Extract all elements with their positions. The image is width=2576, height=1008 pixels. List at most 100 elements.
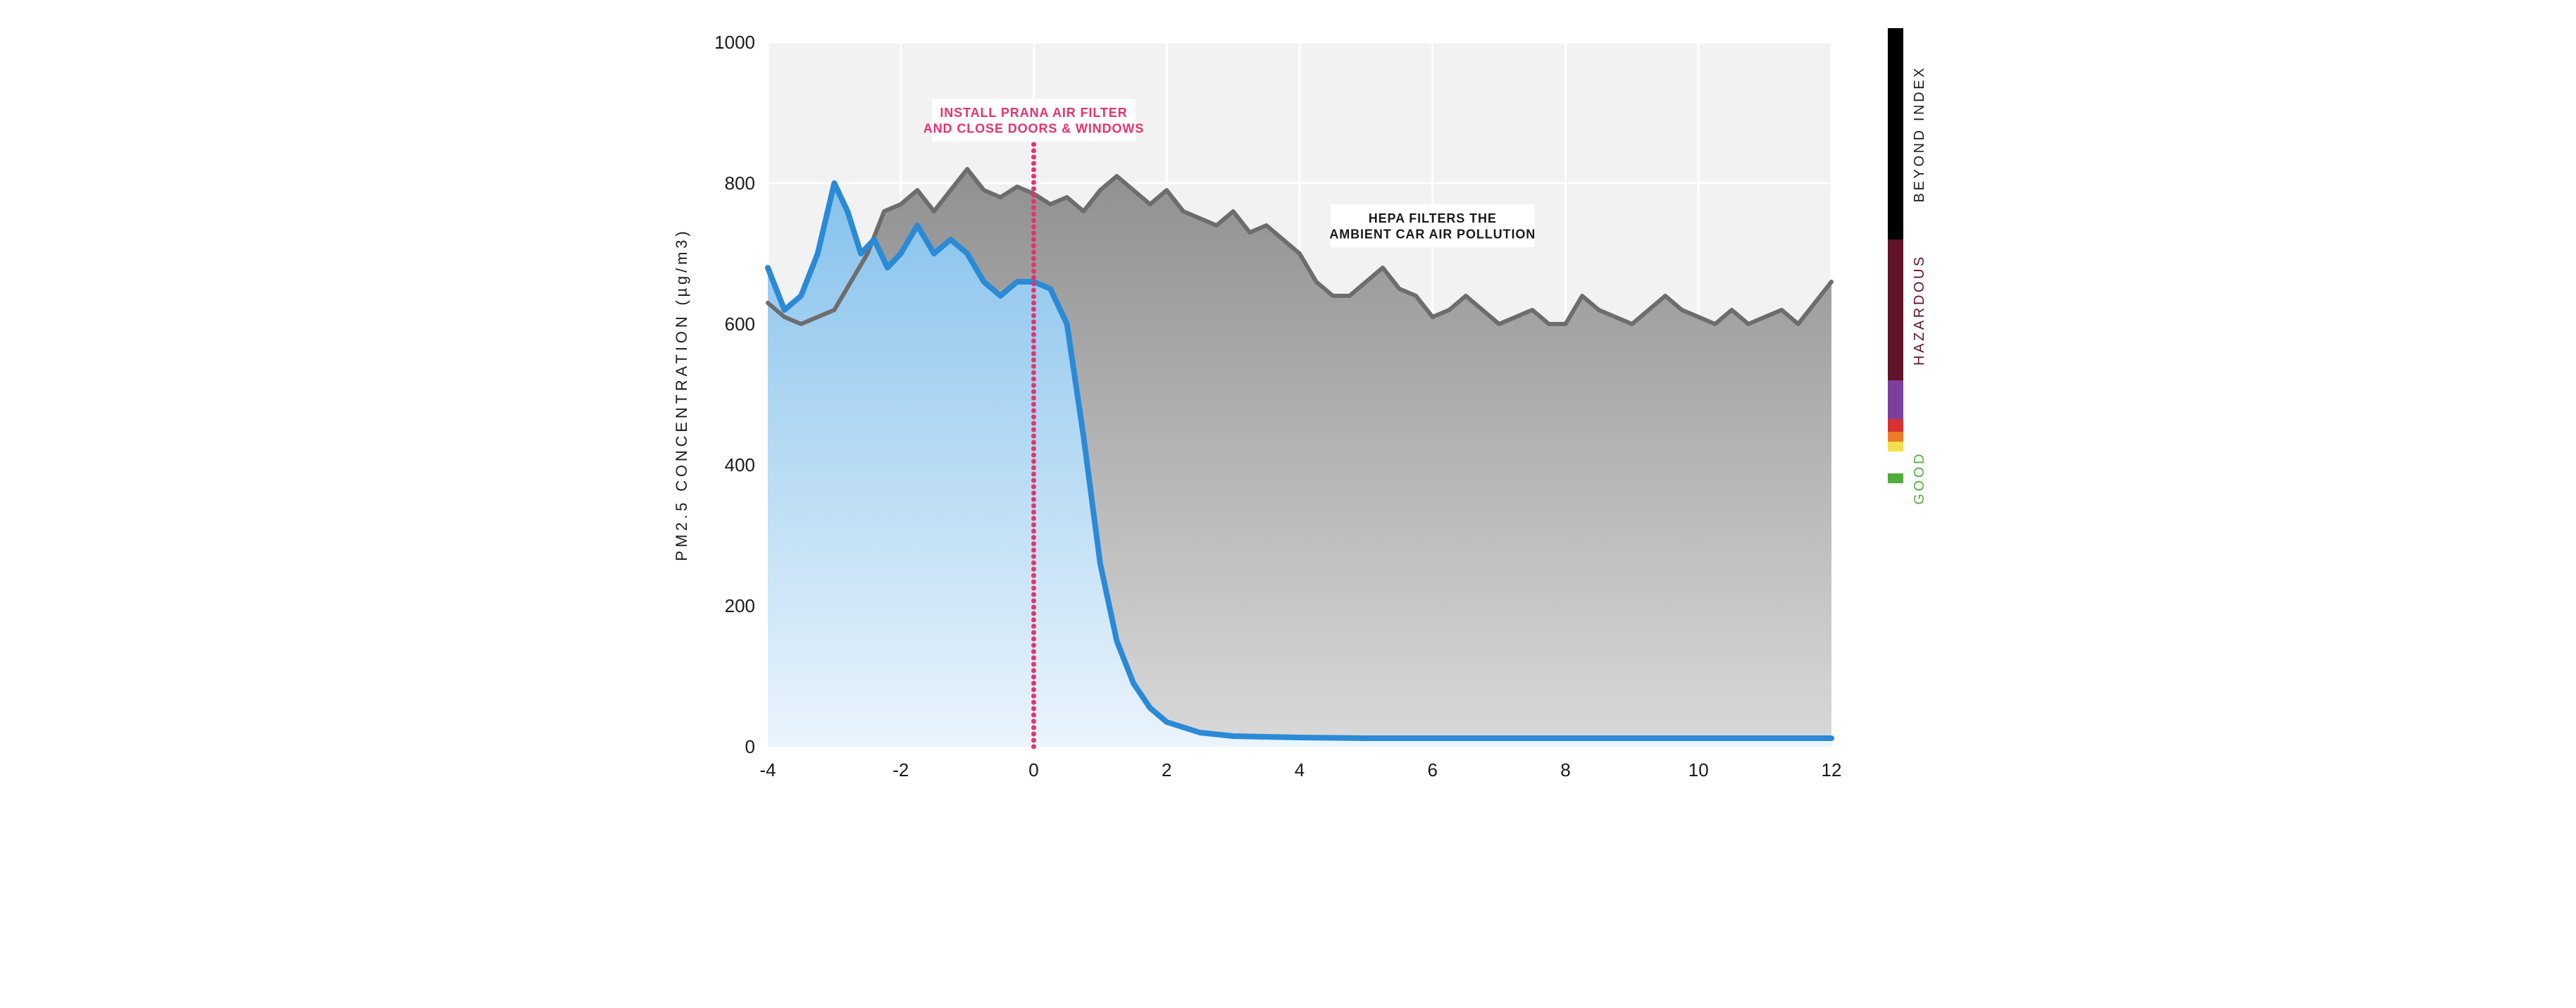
legend-item (1888, 380, 1903, 419)
marker-dot (1031, 447, 1036, 452)
marker-dot (1031, 339, 1036, 344)
marker-dot (1031, 548, 1036, 553)
marker-dot (1031, 332, 1036, 337)
marker-dot (1031, 573, 1036, 578)
marker-dot (1031, 719, 1036, 724)
marker-dot (1031, 256, 1036, 261)
marker-dot (1031, 180, 1036, 185)
marker-dot (1031, 580, 1036, 585)
marker-dot (1031, 301, 1036, 306)
legend-label: BEYOND INDEX (1912, 66, 1928, 202)
marker-dot (1031, 218, 1036, 223)
pm25-chart: INSTALL PRANA AIR FILTERAND CLOSE DOORS … (648, 28, 1846, 807)
marker-dot (1031, 168, 1036, 173)
marker-dot (1031, 282, 1036, 287)
marker-dot (1031, 212, 1036, 217)
marker-dot (1031, 206, 1036, 211)
marker-dot (1031, 485, 1036, 490)
marker-dot (1031, 529, 1036, 534)
marker-dot (1031, 149, 1036, 154)
y-tick-label: 1000 (714, 32, 755, 53)
x-tick-label: 8 (1560, 759, 1570, 780)
marker-dot (1031, 542, 1036, 547)
x-tick-label: 6 (1428, 759, 1438, 780)
marker-dot (1031, 586, 1036, 591)
marker-dot (1031, 358, 1036, 363)
legend-item (1888, 432, 1903, 442)
marker-dot (1031, 491, 1036, 496)
marker-dot (1031, 459, 1036, 464)
marker-dot (1031, 592, 1036, 597)
marker-dot (1031, 611, 1036, 616)
marker-dot (1031, 428, 1036, 433)
marker-dot (1031, 237, 1036, 242)
x-tick-label: 4 (1295, 759, 1305, 780)
legend-item: GOOD (1888, 452, 1928, 505)
marker-dot (1031, 263, 1036, 268)
marker-dot (1031, 535, 1036, 540)
marker-dot (1031, 377, 1036, 382)
x-tick-label: -4 (759, 759, 776, 780)
marker-dot (1031, 326, 1036, 331)
x-tick-label: 0 (1028, 759, 1038, 780)
marker-dot (1031, 732, 1036, 737)
marker-dot (1031, 618, 1036, 623)
marker-dot (1031, 668, 1036, 673)
marker-dot (1031, 523, 1036, 528)
marker-dot (1031, 561, 1036, 566)
marker-dot (1031, 567, 1036, 572)
marker-dot (1031, 415, 1036, 420)
y-tick-label: 400 (725, 454, 755, 475)
marker-dot (1031, 630, 1036, 635)
legend-item (1888, 442, 1903, 452)
annotation-text: AMBIENT CAR AIR POLLUTION (1329, 228, 1536, 242)
y-tick-label: 600 (725, 313, 755, 335)
marker-dot (1031, 161, 1036, 166)
marker-dot (1031, 250, 1036, 255)
aqi-legend: BEYOND INDEXHAZARDOUSGOOD (1888, 28, 1928, 505)
marker-dot (1031, 440, 1036, 445)
marker-dot (1031, 738, 1036, 743)
marker-dot (1031, 390, 1036, 394)
marker-dot (1031, 687, 1036, 692)
marker-dot (1031, 643, 1036, 648)
legend-swatch (1888, 419, 1903, 432)
x-tick-label: 12 (1822, 759, 1842, 780)
marker-dot (1031, 345, 1036, 350)
marker-dot (1031, 649, 1036, 654)
legend-label: GOOD (1912, 452, 1928, 505)
marker-dot (1031, 155, 1036, 160)
marker-dot (1031, 554, 1036, 559)
marker-dot (1031, 142, 1036, 147)
legend-swatch (1888, 432, 1903, 442)
legend-swatch (1888, 239, 1903, 380)
annotation-text: HEPA FILTERS THE (1369, 211, 1497, 225)
marker-dot (1031, 244, 1036, 249)
marker-dot (1031, 288, 1036, 293)
legend-swatch (1888, 473, 1903, 483)
marker-dot (1031, 700, 1036, 705)
marker-dot (1031, 713, 1036, 718)
marker-dot (1031, 193, 1036, 198)
legend-swatch (1888, 380, 1903, 419)
marker-dot (1031, 187, 1036, 192)
marker-dot (1031, 656, 1036, 661)
legend-item (1888, 419, 1903, 432)
marker-dot (1031, 466, 1036, 471)
legend-swatch (1888, 28, 1903, 239)
marker-dot (1031, 478, 1036, 483)
chart-svg: INSTALL PRANA AIR FILTERAND CLOSE DOORS … (648, 28, 1846, 803)
marker-dot (1031, 624, 1036, 629)
legend-item: BEYOND INDEX (1888, 28, 1928, 239)
marker-dot (1031, 364, 1036, 369)
x-tick-label: -2 (892, 759, 909, 780)
marker-dot (1031, 605, 1036, 610)
marker-dot (1031, 269, 1036, 274)
marker-dot (1031, 675, 1036, 680)
marker-dot (1031, 396, 1036, 401)
marker-dot (1031, 745, 1036, 749)
marker-dot (1031, 726, 1036, 730)
marker-dot (1031, 320, 1036, 325)
legend-swatch (1888, 442, 1903, 452)
marker-dot (1031, 707, 1036, 711)
